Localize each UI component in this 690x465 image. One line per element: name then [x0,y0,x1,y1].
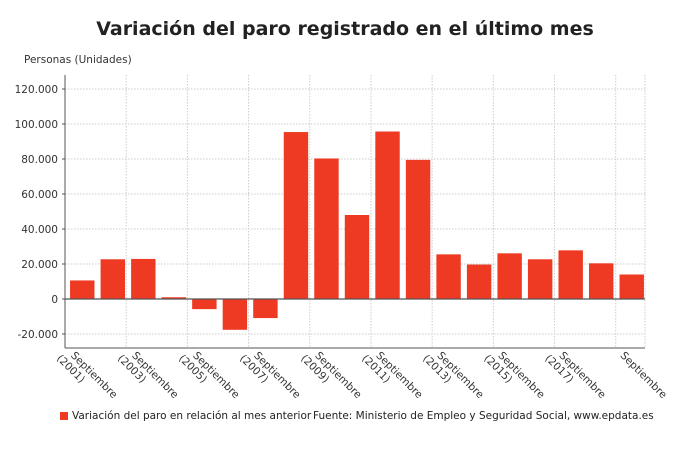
legend-swatch [60,412,68,420]
bar [253,299,278,319]
bar [344,215,370,299]
bar [222,299,248,330]
bar [131,258,156,299]
bar [375,131,400,299]
x-tick-label: Septiembre(2015) [481,344,547,410]
y-tick-label: 80.000 [21,154,58,166]
y-tick-label: 20.000 [21,259,58,271]
x-tick-label: Septiembre(2013) [420,344,486,410]
bar [405,159,431,299]
bar [466,264,492,299]
x-tick-label: Septiembre [618,350,669,401]
bar [314,158,339,299]
y-tick-label: 120.000 [15,84,58,96]
bar [589,263,614,299]
bar [100,259,125,299]
bar [558,250,583,299]
legend: Variación del paro en relación al mes an… [60,410,311,422]
x-tick-label: Septiembre(2005) [176,344,242,410]
legend-label: Variación del paro en relación al mes an… [72,410,312,422]
bar [619,274,644,299]
bar [283,132,309,299]
x-tick-label: Septiembre(2007) [237,344,303,410]
x-tick-label: Septiembre(2011) [359,344,425,410]
y-tick-label: 0 [51,294,58,306]
bar [70,280,95,299]
y-tick-label: 100.000 [15,119,58,131]
source-note: Fuente: Ministerio de Empleo y Seguridad… [313,410,654,422]
bar [192,299,217,310]
chart-title: Variación del paro registrado en el últi… [96,18,594,40]
x-tick-label: Septiembre(2003) [115,344,181,410]
bar [436,254,461,299]
y-axis-label: Personas (Unidades) [24,54,132,66]
x-tick-label: Septiembre(2017) [542,344,608,410]
bar [527,259,553,299]
y-tick-label: -20.000 [17,329,58,341]
bar [161,297,187,299]
y-tick-label: 40.000 [21,224,58,236]
x-tick-label: Septiembre(2001) [54,344,120,410]
bar [497,253,522,299]
x-tick-label: Septiembre(2009) [298,344,364,410]
y-tick-label: 60.000 [21,189,58,201]
